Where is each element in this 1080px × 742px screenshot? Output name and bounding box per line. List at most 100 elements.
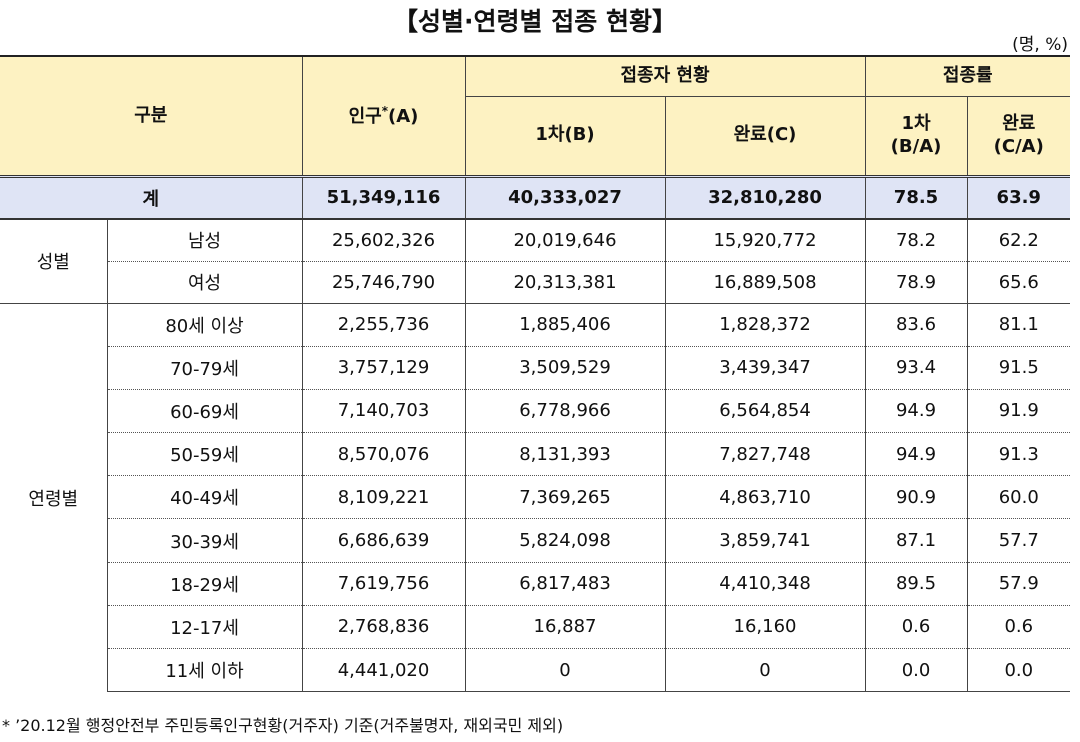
cell: 3,439,347: [664, 345, 866, 390]
cell: 78.2: [864, 218, 968, 261]
cell: 15,920,772: [664, 218, 866, 261]
header-row: 1차(B) 완료(C) 1차 (B/A) 완료 (C/A): [0, 95, 1071, 177]
cell: 60.0: [966, 475, 1071, 519]
data-row: 30-39세 6,686,639 5,824,098 3,859,741 87.1 57.…: [0, 518, 1071, 563]
header-cell: 접종자 현황: [464, 55, 866, 97]
cell: 25,602,326: [301, 218, 466, 261]
header-text: (A): [388, 105, 419, 127]
cell: 0.0: [864, 647, 968, 693]
cell: 57.9: [966, 561, 1071, 606]
cell: 0: [664, 647, 866, 693]
cell: 20,313,381: [464, 260, 666, 303]
cell: 62.2: [966, 218, 1071, 261]
cell: 6,564,854: [664, 388, 866, 433]
group-label: 연령별: [0, 302, 108, 692]
row-label: 남성: [106, 218, 303, 261]
cell: 4,863,710: [664, 475, 866, 519]
header-cell: 1차(B): [465, 95, 666, 177]
header-cell: 완료(C): [664, 95, 866, 177]
data-row: 연령별 80세 이상 2,255,736 1,885,406 1,828,372 83.6…: [0, 302, 1071, 692]
cell: 4,441,020: [301, 647, 466, 693]
cell: 2,255,736: [301, 302, 466, 347]
row-label: 18-29세: [107, 561, 303, 606]
vaccination-table: 구분 인구*(A) 접종자 현황 접종률 1차(B) 완료(C) 1차 (B/A…: [0, 55, 1071, 693]
row-label: 여성: [107, 260, 303, 303]
cell: 91.3: [966, 432, 1071, 476]
cell: 20,019,646: [464, 218, 666, 261]
cell: 25,746,790: [301, 260, 466, 303]
cell: 16,889,508: [664, 260, 866, 303]
cell: 1,885,406: [464, 302, 666, 347]
total-cell: 32,810,280: [664, 174, 866, 220]
row-label: 30-39세: [107, 518, 303, 563]
data-row: 12-17세 2,768,836 16,887 16,160 0.6 0.6: [0, 604, 1071, 649]
cell: 3,859,741: [664, 518, 866, 563]
cell: 4,410,348: [664, 561, 866, 606]
cell: 81.1: [966, 302, 1071, 347]
cell: 3,509,529: [464, 345, 666, 390]
data-row: 40-49세 8,109,221 7,369,265 4,863,710 90.9 60.…: [0, 475, 1071, 519]
row-label: 12-17세: [107, 604, 303, 649]
data-row: 18-29세 7,619,756 6,817,483 4,410,348 89.5 57.…: [0, 561, 1071, 606]
cell: 3,757,129: [301, 345, 466, 390]
row-label: 40-49세: [107, 475, 303, 519]
title: 【성별·연령별 접종 현황】: [393, 7, 677, 36]
cell: 78.9: [864, 260, 968, 303]
footnote-mark: *: [381, 103, 388, 118]
data-row: 50-59세 8,570,076 8,131,393 7,827,748 94.9 91.…: [0, 432, 1071, 476]
unit: (명, %): [1012, 35, 1068, 55]
header-cell: 인구*(A): [301, 55, 466, 177]
header-row: 구분 인구*(A) 접종자 현황 접종률: [0, 55, 1071, 177]
header-text: 인구: [348, 105, 382, 127]
cell: 93.4: [864, 345, 968, 390]
cell: 87.1: [864, 518, 968, 563]
data-row: 여성 25,746,790 20,313,381 16,889,508 78.9 65.6: [0, 260, 1071, 303]
cell: 2,768,836: [301, 604, 466, 649]
footnote: * ’20.12월 행정안전부 주민등록인구현황(거주자) 기준(거주불명자, …: [2, 716, 564, 735]
cell: 16,160: [664, 604, 866, 649]
cell: 7,369,265: [464, 475, 666, 519]
header-cell: 완료 (C/A): [966, 95, 1071, 177]
cell: 0.6: [864, 604, 968, 649]
cell: 5,824,098: [464, 518, 666, 563]
cell: 8,109,221: [301, 475, 466, 519]
cell: 1,828,372: [664, 302, 866, 347]
header-cell: 1차 (B/A): [864, 95, 968, 177]
data-row: 11세 이하 4,441,020 0 0 0.0 0.0: [0, 647, 1071, 693]
total-cell: 63.9: [966, 174, 1071, 220]
row-label: 11세 이하: [107, 647, 303, 693]
cell: 65.6: [966, 260, 1071, 303]
row-label: 50-59세: [107, 432, 303, 476]
cell: 6,778,966: [464, 388, 666, 433]
row-label: 80세 이상: [106, 302, 303, 347]
cell: 6,817,483: [464, 561, 666, 606]
cell: 0.6: [966, 604, 1071, 649]
cell: 0.0: [966, 647, 1071, 693]
total-cell: 78.5: [864, 174, 968, 220]
cell: 7,827,748: [664, 432, 866, 476]
cell: 7,619,756: [301, 561, 466, 606]
cell: 94.9: [864, 432, 968, 476]
cell: 16,887: [464, 604, 666, 649]
total-row: 계 51,349,116 40,333,027 32,810,280 78.5 63.9: [0, 174, 1071, 220]
cell: 89.5: [864, 561, 968, 606]
cell: 57.7: [966, 518, 1071, 563]
total-cell: 40,333,027: [464, 174, 666, 220]
cell: 7,140,703: [301, 388, 466, 433]
row-label: 60-69세: [107, 388, 303, 433]
cell: 91.9: [966, 388, 1071, 433]
cell: 6,686,639: [301, 518, 466, 563]
row-label: 70-79세: [107, 345, 303, 390]
cell: 91.5: [966, 345, 1071, 390]
group-label: 성별: [0, 218, 108, 303]
total-label: 계: [0, 174, 303, 220]
cell: 0: [464, 647, 666, 693]
header-cell: 구분: [0, 55, 303, 177]
data-row: 성별 남성 25,602,326 20,019,646 15,920,772 78.2 62…: [0, 218, 1071, 303]
cell: 94.9: [864, 388, 968, 433]
total-cell: 51,349,116: [301, 174, 466, 220]
cell: 8,570,076: [301, 432, 466, 476]
data-row: 70-79세 3,757,129 3,509,529 3,439,347 93.4 91.…: [0, 345, 1071, 390]
cell: 90.9: [864, 475, 968, 519]
